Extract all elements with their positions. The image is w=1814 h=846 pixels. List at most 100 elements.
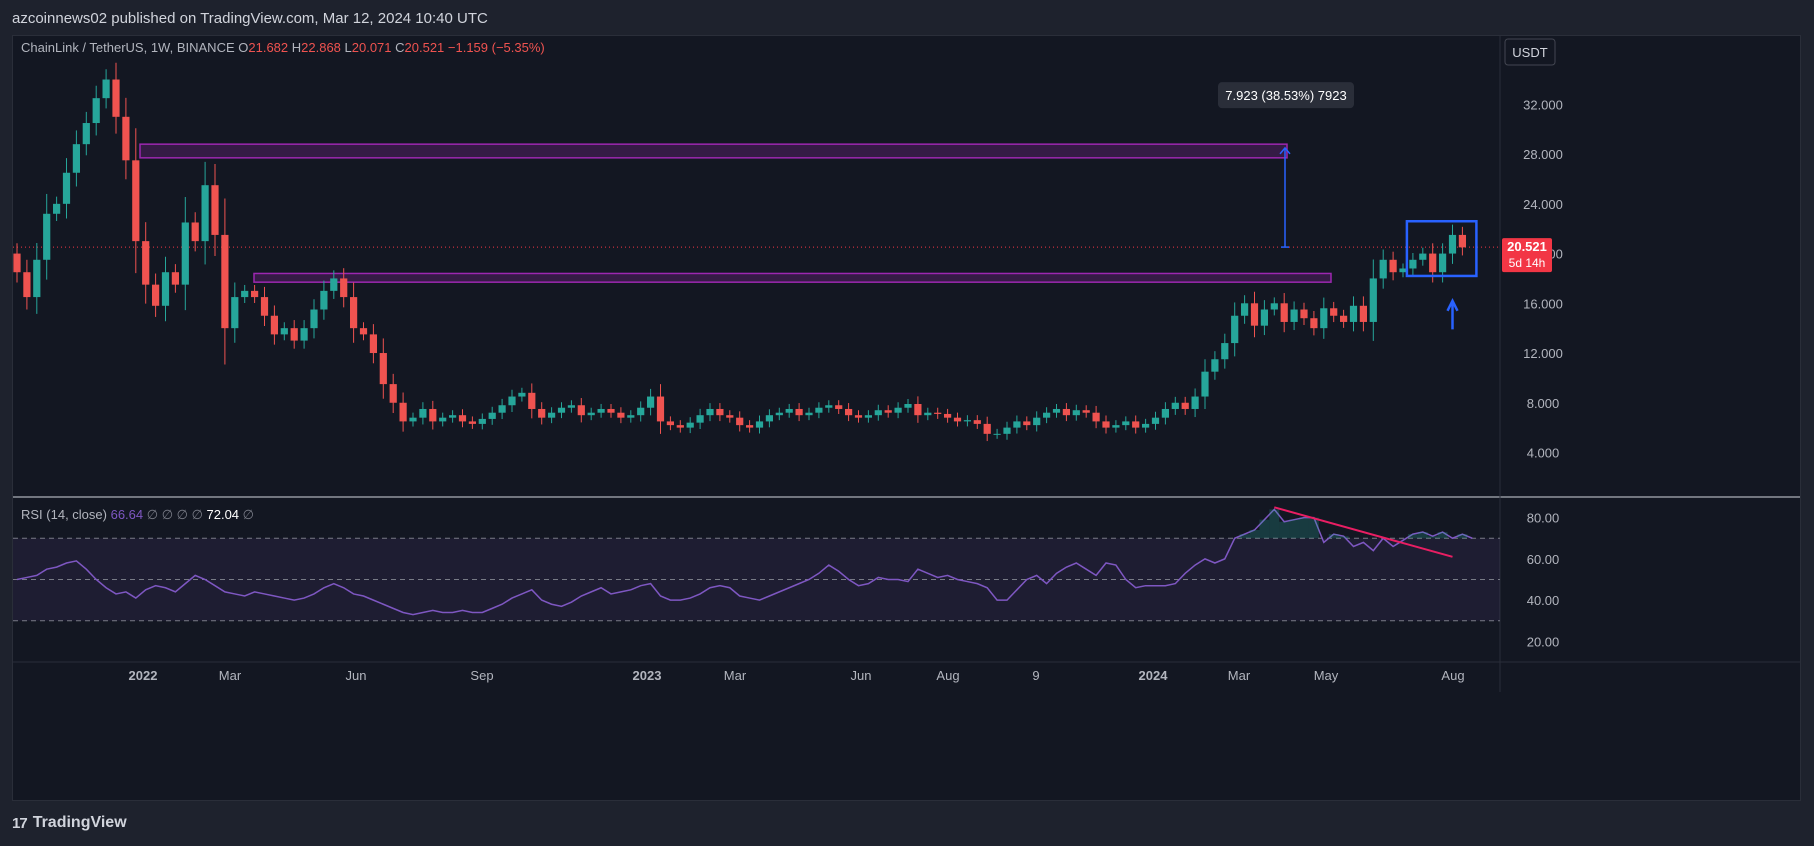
rsi-overbought-fill [1407, 534, 1418, 539]
candle-body [775, 412, 783, 416]
rsi-overbought-fill [1259, 519, 1270, 539]
candle-body [300, 328, 308, 341]
candle-body [805, 412, 813, 416]
candle-body [983, 423, 991, 434]
rsi-overbought-fill [1299, 517, 1309, 539]
candle-body [1023, 421, 1031, 426]
y-tick-label: 4.000 [1527, 445, 1560, 460]
footer: 17 TradingView [12, 814, 127, 832]
rsi-y-tick-label: 40.00 [1527, 593, 1560, 608]
rsi-label: RSI (14, close) [21, 507, 111, 522]
candle-body [993, 433, 1001, 435]
x-tick-label: Aug [936, 668, 959, 683]
candle-body [567, 405, 575, 408]
y-tick-label: 32.000 [1523, 97, 1563, 112]
rsi-overbought-fill [1338, 536, 1349, 539]
candle-body [102, 79, 110, 99]
x-tick-label: Jun [851, 668, 872, 683]
candle-body [854, 415, 863, 418]
candle-body [914, 404, 922, 416]
candle-body [1102, 421, 1110, 428]
candle-body [399, 402, 407, 422]
candle-body [607, 408, 615, 413]
candle-body [1191, 396, 1199, 409]
candle-body [1171, 402, 1179, 409]
candle-body [1330, 308, 1338, 316]
ohlc-open: 21.682 [248, 40, 291, 55]
candle-body [1003, 427, 1011, 434]
candle-body [825, 405, 833, 408]
candle-body [1439, 253, 1447, 273]
candle-body [211, 185, 219, 235]
candle-body [1092, 412, 1100, 422]
measure-label-group: 7.923 (38.53%) 7923 [1218, 82, 1354, 109]
candle-body [231, 297, 239, 329]
footer-brand[interactable]: TradingView [32, 814, 127, 831]
candle-body [1112, 425, 1120, 428]
candle-body [963, 420, 971, 422]
candle-body [23, 272, 31, 298]
candle-body [142, 241, 150, 285]
resistance-zone [139, 143, 1288, 159]
candle-body [112, 79, 120, 117]
candle-body [528, 392, 536, 409]
candle-body [835, 405, 843, 409]
ohlc-close: 20.521 [405, 40, 448, 55]
candle-body [577, 405, 585, 416]
rsi-overbought-fill [1239, 534, 1250, 539]
tradingview-logo-icon: 17 [12, 814, 28, 832]
rsi-trendline [1274, 506, 1453, 558]
candle-body [1052, 408, 1061, 413]
candle-body [251, 290, 259, 298]
candle-body [587, 412, 595, 416]
candle-body [676, 425, 684, 428]
candle-body [1340, 315, 1348, 322]
candle-body [973, 420, 981, 424]
rsi-value: 66.64 [111, 507, 147, 522]
candle-body [765, 415, 773, 422]
candle-body [1231, 315, 1239, 344]
candles-group [13, 62, 1466, 442]
candle-body [439, 417, 447, 422]
candle-body [597, 408, 605, 413]
candle-body [1409, 259, 1417, 269]
y-tick-label: 12.000 [1523, 346, 1563, 361]
rsi-overbought-fill [1437, 532, 1448, 539]
rsi-overbought-fill [1417, 532, 1428, 539]
candle-body [359, 328, 368, 335]
candle-body [340, 278, 348, 298]
candle-body [1033, 417, 1041, 426]
candle-body [498, 405, 506, 413]
rsi-placeholder: ∅ [162, 507, 177, 522]
candle-body [1419, 253, 1427, 260]
candle-body [33, 259, 41, 298]
candle-body [1429, 253, 1437, 273]
rsi-y-tick-label: 20.00 [1527, 634, 1560, 649]
x-tick-label: 2022 [129, 668, 158, 683]
x-tick-label: May [1314, 668, 1339, 683]
candle-body [647, 396, 655, 408]
ohlc-l-prefix: L [345, 40, 352, 55]
candle-body [953, 417, 962, 422]
candle-body [379, 353, 387, 385]
candle-body [934, 412, 942, 414]
candle-body [1181, 402, 1189, 409]
candle-body [1349, 305, 1358, 322]
measure-label: 7.923 (38.53%) 7923 [1225, 88, 1346, 103]
candle-body [894, 407, 902, 413]
chart-svg[interactable]: 32.00028.00024.00020.00016.00012.0008.00… [13, 36, 1800, 800]
candle-body [161, 272, 170, 306]
candle-body [488, 412, 496, 419]
candle-body [884, 410, 892, 413]
candle-body [330, 278, 338, 291]
candle-body [181, 222, 189, 285]
candle-body [449, 415, 457, 418]
x-tick-label: 9 [1032, 668, 1039, 683]
rsi-value-2: 72.04 [207, 507, 243, 522]
measure-arrow [1279, 146, 1291, 155]
candle-body [637, 407, 645, 416]
candle-body [92, 98, 100, 124]
candle-body [874, 410, 882, 416]
x-tick-label: 2023 [633, 668, 662, 683]
last-price-value: 20.521 [1507, 239, 1547, 254]
